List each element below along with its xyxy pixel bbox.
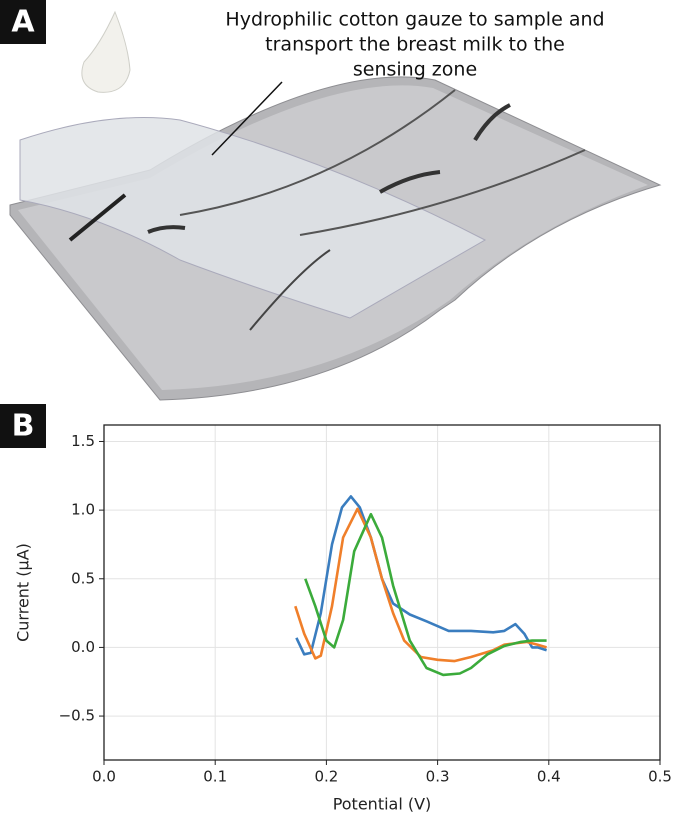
plot-frame xyxy=(103,424,661,761)
x-tick-label: 0.1 xyxy=(203,768,227,786)
data-line xyxy=(304,512,547,677)
annotation: sensing zone xyxy=(353,59,477,81)
panel-label-box xyxy=(0,0,46,44)
electrode xyxy=(68,193,127,242)
y-tick-label: 0.0 xyxy=(71,638,95,656)
thread xyxy=(473,103,511,142)
thread xyxy=(379,170,441,194)
x-tick-label: 0.2 xyxy=(314,768,338,786)
panel-label: B xyxy=(12,409,35,444)
x-tick-label: 0.0 xyxy=(92,768,116,786)
thread xyxy=(249,249,331,331)
data-line xyxy=(295,495,547,656)
milk-drop xyxy=(81,10,131,93)
y-tick-label: −0.5 xyxy=(59,707,95,725)
illustration: A Hydrophilic cotton gauze to sample and… xyxy=(0,0,662,401)
panel-label: A xyxy=(11,5,35,40)
annotation: Hydrophilic cotton gauze to sample and xyxy=(225,9,604,31)
annotation: transport the breast milk to the xyxy=(265,34,565,56)
x-tick-label: 0.5 xyxy=(648,768,672,786)
panel-label-box xyxy=(0,404,46,448)
leader-line xyxy=(211,81,283,156)
thread xyxy=(179,89,456,216)
y-axis-label: Current (μA) xyxy=(14,543,33,642)
x-axis-label: Potential (V) xyxy=(333,795,432,814)
y-tick-label: 1.5 xyxy=(71,432,95,450)
x-tick-label: 0.3 xyxy=(426,768,450,786)
data-line xyxy=(294,507,547,663)
gauze xyxy=(19,117,487,319)
y-tick-label: 0.5 xyxy=(71,569,95,587)
x-tick-label: 0.4 xyxy=(537,768,561,786)
thread xyxy=(299,149,586,236)
y-tick-label: 1.0 xyxy=(71,501,95,519)
thread xyxy=(147,225,186,234)
